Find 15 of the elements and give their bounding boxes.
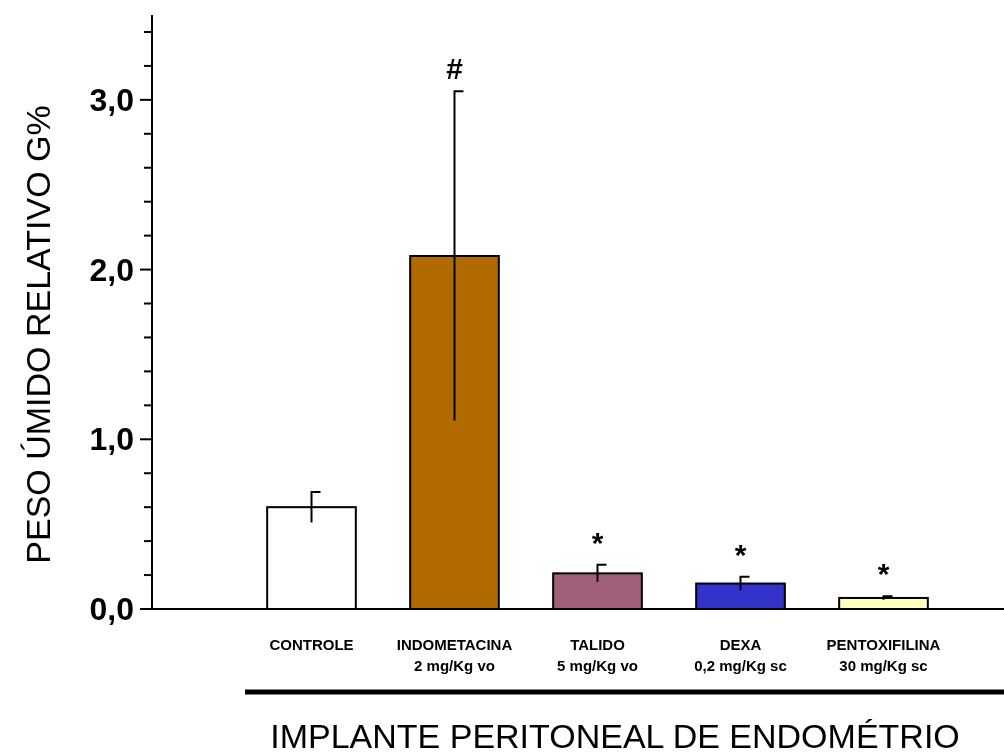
x-tick-label: INDOMETACINA 2 mg/Kg vo: [396, 636, 513, 674]
x-tick-label: TALIDO 5 mg/Kg vo: [557, 636, 638, 674]
y-tick-label: 2,0: [89, 251, 134, 288]
y-tick-label: 3,0: [89, 82, 134, 119]
x-tick-label: PENTOXIFILINA 30 mg/Kg sc: [826, 636, 941, 674]
x-tick-label: DEXA 0,2 mg/Kg sc: [694, 636, 787, 674]
y-tick-label: 1,0: [89, 421, 134, 458]
annotation: *: [591, 525, 604, 559]
y-tick-label: 0,0: [89, 591, 134, 628]
x-tick-label: CONTROLE: [269, 636, 354, 653]
annotation: *: [734, 537, 747, 571]
annotation: *: [877, 557, 890, 591]
annotation: #: [446, 52, 464, 86]
x-axis-title: IMPLANTE PERITONEAL DE ENDOMÉTRIO: [270, 717, 960, 755]
y-axis-title: PESO ÚMIDO RELATIVO G%: [19, 105, 57, 564]
